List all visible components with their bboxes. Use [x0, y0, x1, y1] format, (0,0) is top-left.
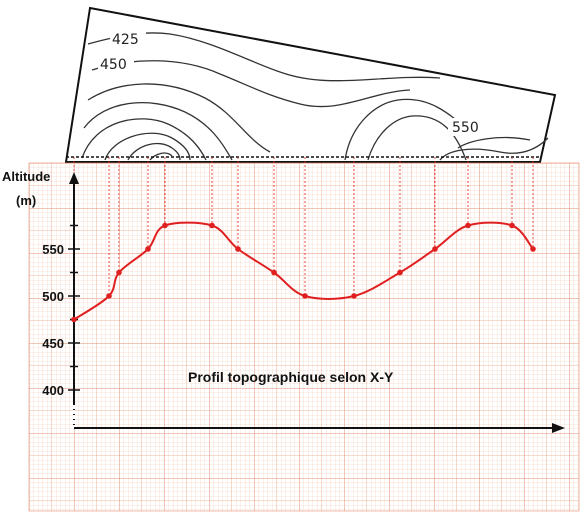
y-tick-label-450: 450 [42, 336, 64, 351]
contour-label-450: 450 [100, 57, 127, 73]
chart-title: Profil topographique selon X-Y [188, 369, 394, 385]
profile-points [71, 222, 536, 323]
x-axis [74, 423, 565, 433]
contour-label-550: 550 [452, 120, 479, 136]
profile-point [432, 246, 438, 252]
y-tick-label-500: 500 [42, 289, 64, 304]
contour-map: 425 450 550 [64, 6, 557, 163]
graph-paper [29, 163, 579, 511]
y-axis [69, 172, 79, 428]
profile-point [209, 222, 215, 229]
y-axis-title-line1: Altitude [2, 169, 50, 184]
contour-label-425: 425 [112, 32, 139, 48]
x-axis-arrowhead [552, 423, 565, 433]
profile-point [302, 293, 308, 299]
map-frame [64, 6, 557, 163]
y-tick-label-550: 550 [42, 242, 64, 257]
contour-lines [81, 32, 549, 161]
profile-point [116, 269, 122, 276]
profile-point [509, 222, 515, 229]
y-tick-label-400: 400 [42, 383, 64, 398]
profile-point [351, 293, 357, 299]
profile-point [145, 246, 151, 252]
profile-point [271, 269, 277, 276]
profile-point [397, 269, 403, 276]
y-axis-arrowhead [69, 172, 79, 184]
profile-point [106, 293, 112, 299]
y-tick-labels: 400 450 500 550 [42, 242, 64, 398]
profile-point [235, 246, 241, 252]
profile-point [530, 246, 536, 252]
profile-point [465, 222, 471, 229]
profile-point [71, 316, 77, 323]
profile-point [162, 222, 168, 229]
y-axis-title-line2: (m) [16, 193, 36, 208]
